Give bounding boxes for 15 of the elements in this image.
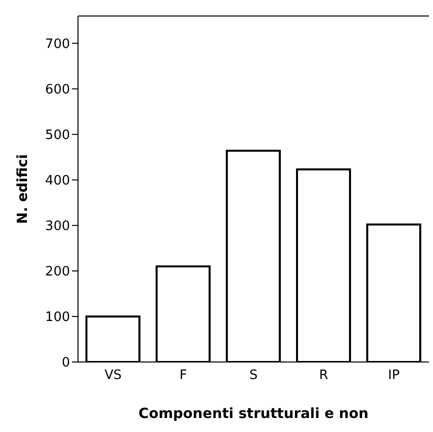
y-tick-label: 600 [45, 82, 70, 98]
y-tick-label: 0 [62, 356, 70, 371]
x-tick-label: R [319, 368, 328, 384]
y-axis-title: N. edifici [14, 154, 31, 224]
y-tick-label: 200 [45, 264, 70, 280]
x-axis-title: Componenti strutturali e non [138, 406, 368, 422]
x-tick-label: F [180, 368, 188, 384]
y-tick-label: 500 [45, 128, 70, 143]
x-tick-label: S [249, 368, 258, 384]
y-tick-label: 100 [45, 310, 70, 326]
x-tick-label: IP [388, 368, 400, 384]
x-tick-label: VS [104, 368, 122, 384]
y-tick-label: 400 [45, 174, 70, 189]
y-tick-label: 300 [45, 219, 70, 234]
y-tick-label: 700 [45, 36, 70, 52]
